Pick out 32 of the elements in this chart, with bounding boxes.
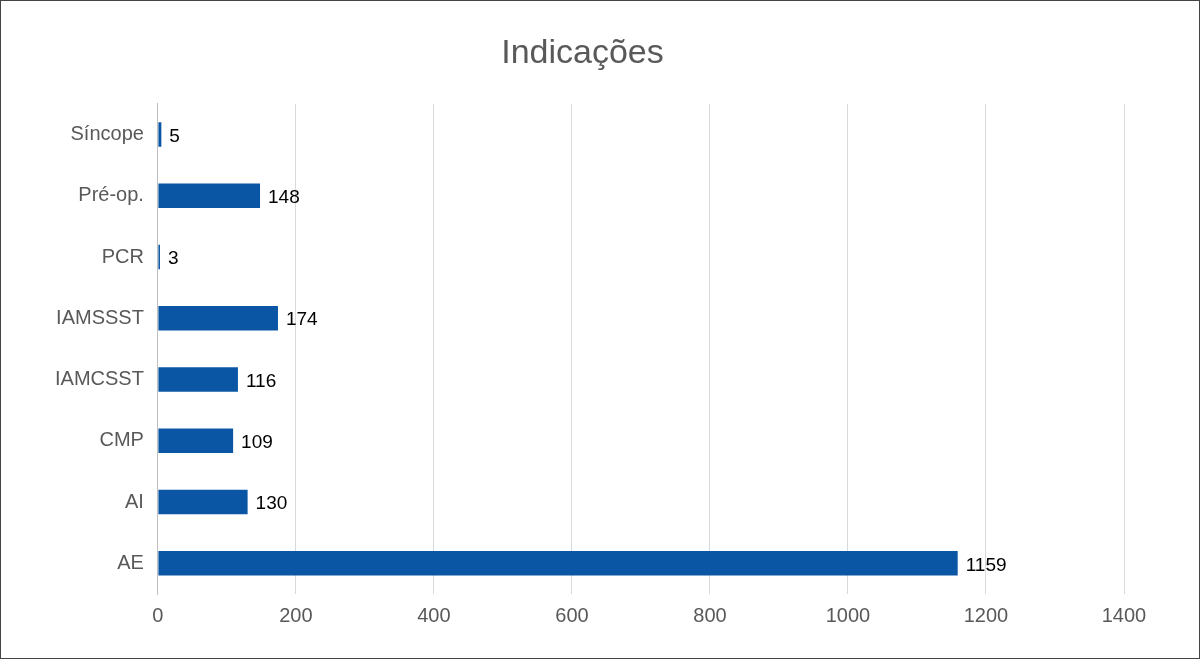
x-tick-label: 800 xyxy=(693,603,727,626)
data-label: 116 xyxy=(245,369,277,391)
data-label: 109 xyxy=(241,431,273,453)
x-tick-label: 1000 xyxy=(825,603,871,626)
y-tick-label: IAMSSST xyxy=(56,305,144,328)
bar xyxy=(158,306,278,331)
y-tick-label: PCR xyxy=(101,244,144,267)
x-tick-label: 600 xyxy=(555,603,589,626)
bar xyxy=(158,489,248,515)
x-tick-label: 0 xyxy=(152,603,164,626)
data-label: 174 xyxy=(285,308,319,330)
bar xyxy=(158,428,234,454)
y-tick-label: CMP xyxy=(99,428,144,451)
x-tick-label: 1400 xyxy=(1101,603,1147,626)
data-label: 3 xyxy=(167,247,179,269)
data-label: 5 xyxy=(169,124,180,146)
bar xyxy=(158,122,162,147)
chart-title: Indicações xyxy=(501,31,664,70)
y-tick-label: AE xyxy=(117,550,144,573)
y-tick-label: Pré-op. xyxy=(78,183,144,206)
x-tick-label: 200 xyxy=(279,603,313,626)
bar xyxy=(158,183,261,208)
bar xyxy=(158,367,238,392)
data-label: 148 xyxy=(268,185,300,207)
y-tick-label: IAMCSST xyxy=(54,367,144,390)
data-label: 1159 xyxy=(965,553,1007,575)
x-tick-label: 400 xyxy=(417,603,451,626)
bar xyxy=(158,551,958,576)
x-tick-label: 1200 xyxy=(963,603,1009,626)
y-tick-label: AI xyxy=(124,489,144,512)
data-label: 130 xyxy=(255,492,288,514)
y-tick-label: Síncope xyxy=(70,121,144,144)
